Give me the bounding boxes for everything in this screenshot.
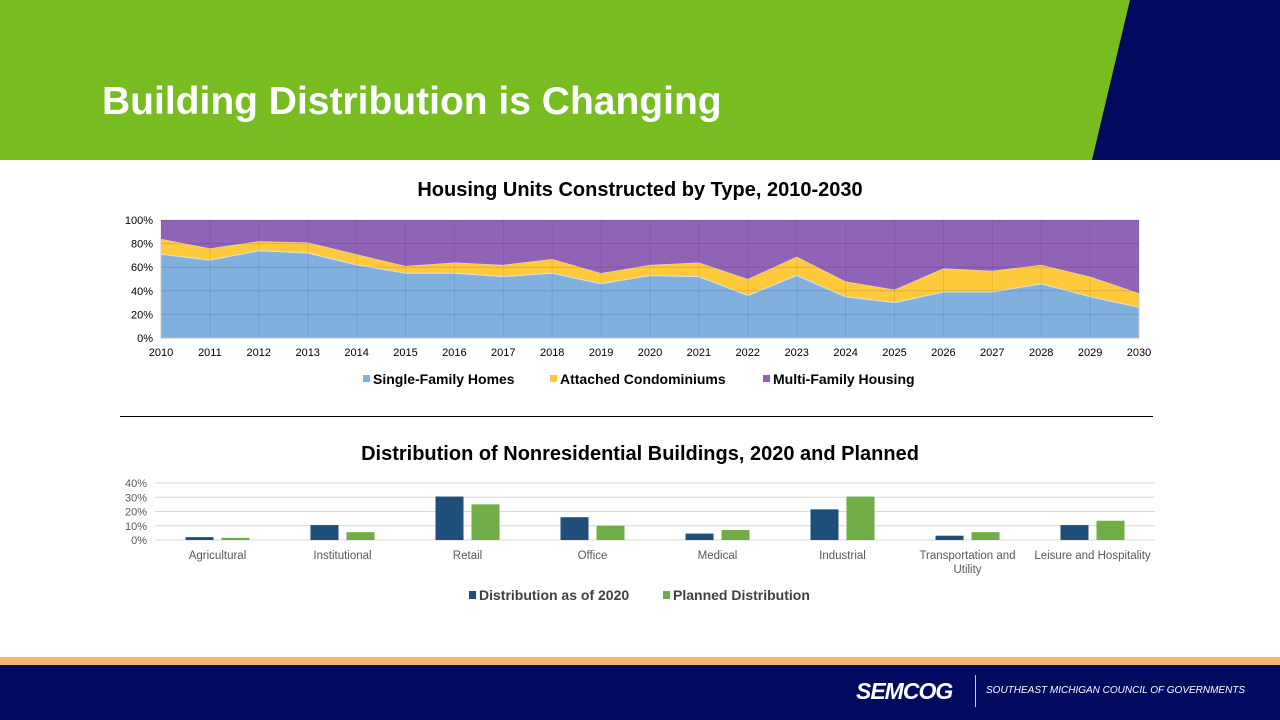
bar-2020 — [810, 509, 839, 540]
legend-label: Planned Distribution — [673, 587, 810, 603]
y-tick-label: 10% — [125, 521, 147, 533]
legend-swatch — [363, 375, 370, 382]
x-tick-label: 2025 — [882, 347, 906, 359]
x-tick-label: 2029 — [1078, 347, 1102, 359]
bar-planned — [221, 537, 250, 540]
x-tick-label: 2017 — [491, 347, 515, 359]
bar-2020 — [1060, 525, 1089, 540]
y-tick-label: 100% — [125, 215, 153, 227]
x-tick-label: 2011 — [198, 347, 222, 359]
x-tick-label: Office — [578, 550, 608, 562]
semcog-logo: SEMCOG — [856, 678, 953, 704]
area-series-multi-family-housing — [161, 220, 1139, 294]
y-tick-label: 0% — [137, 333, 153, 345]
x-tick-label: Industrial — [819, 550, 866, 562]
header-navy-shape — [1092, 0, 1280, 160]
nonres-chart-title: Distribution of Nonresidential Buildings… — [361, 443, 919, 465]
x-tick-label: 2019 — [589, 347, 613, 359]
legend-label: Single-Family Homes — [373, 371, 515, 387]
bar-2020 — [685, 533, 714, 540]
x-tick-label: 2021 — [687, 347, 711, 359]
footer-stripe — [0, 657, 1280, 665]
y-tick-label: 0% — [131, 535, 147, 547]
bar-planned — [346, 532, 375, 540]
header-band — [0, 0, 1280, 160]
x-tick-label: 2023 — [784, 347, 808, 359]
x-tick-label: 2010 — [149, 347, 173, 359]
slide-title: Building Distribution is Changing — [102, 80, 722, 123]
bar-2020 — [935, 535, 964, 540]
x-tick-label: 2027 — [980, 347, 1004, 359]
bar-2020 — [435, 496, 464, 540]
x-tick-label: Utility — [953, 564, 981, 576]
x-tick-label: 2024 — [833, 347, 857, 359]
legend-label: Multi-Family Housing — [773, 371, 915, 387]
x-tick-label: Agricultural — [189, 550, 247, 562]
x-tick-label: Institutional — [313, 550, 371, 562]
legend-swatch — [550, 375, 557, 382]
logo-separator — [975, 675, 976, 707]
y-tick-label: 60% — [131, 262, 153, 274]
bar-planned — [846, 496, 875, 540]
bar-planned — [1096, 520, 1125, 540]
bar-planned — [471, 504, 500, 540]
x-tick-label: 2012 — [247, 347, 271, 359]
x-tick-label: Retail — [453, 550, 482, 562]
x-tick-label: 2013 — [295, 347, 319, 359]
y-tick-label: 40% — [131, 286, 153, 298]
housing-area-chart: 0% 20% 40% 60% 80% 100% 2010 2011 2012 2013 2014 20… — [125, 215, 1151, 387]
bar-2020 — [560, 517, 589, 540]
x-tick-label: 2028 — [1029, 347, 1053, 359]
y-tick-label: 80% — [131, 239, 153, 251]
org-name: SOUTHEAST MICHIGAN COUNCIL OF GOVERNMENT… — [986, 685, 1246, 696]
bar-planned — [596, 525, 625, 540]
bar-planned — [721, 530, 750, 540]
x-tick-label: Transportation and — [919, 550, 1015, 562]
x-tick-label: 2015 — [393, 347, 417, 359]
x-tick-label: 2016 — [442, 347, 466, 359]
x-tick-label: 2026 — [931, 347, 955, 359]
legend-swatch — [663, 591, 670, 599]
legend-swatch — [469, 591, 476, 599]
x-tick-label: 2018 — [540, 347, 564, 359]
bar-2020 — [185, 537, 214, 540]
y-tick-label: 30% — [125, 492, 147, 504]
housing-chart-title: Housing Units Constructed by Type, 2010-… — [417, 179, 863, 201]
footer — [0, 665, 1280, 720]
x-tick-label: 2014 — [344, 347, 368, 359]
nonres-bar-chart: 0% 10% 20% 30% 40% Agricultural Institutional R… — [125, 478, 1155, 603]
y-tick-label: 20% — [131, 309, 153, 321]
x-tick-label: 2030 — [1127, 347, 1151, 359]
legend-label: Attached Condominiums — [560, 371, 726, 387]
y-tick-label: 40% — [125, 478, 147, 490]
y-tick-label: 20% — [125, 507, 147, 519]
legend-swatch — [763, 375, 770, 382]
bar-2020 — [310, 525, 339, 540]
legend-label: Distribution as of 2020 — [479, 587, 629, 603]
x-tick-label: Medical — [698, 550, 738, 562]
x-tick-label: Leisure and Hospitality — [1034, 550, 1151, 562]
bar-planned — [971, 532, 1000, 540]
x-tick-label: 2020 — [638, 347, 662, 359]
divider — [120, 416, 1153, 417]
x-tick-label: 2022 — [736, 347, 760, 359]
